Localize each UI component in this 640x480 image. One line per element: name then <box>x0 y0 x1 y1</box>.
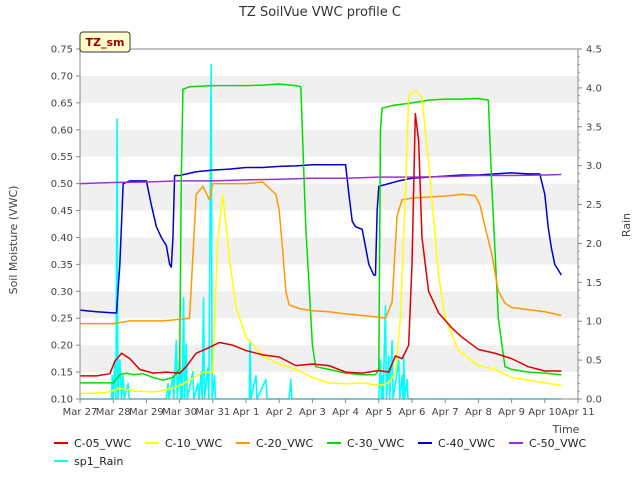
x-tick-label: Mar 29 <box>129 407 164 418</box>
y-tick-label: 0.50 <box>51 179 73 190</box>
series-line-c-05-vwc <box>80 112 562 377</box>
y2-tick-label: 1.5 <box>586 278 602 289</box>
chart-title: TZ SoilVue VWC profile C <box>238 5 401 20</box>
grid-band <box>80 75 578 103</box>
x-tick-label: Apr 6 <box>399 407 426 418</box>
y-axis-right: 0.0 0.5 1.0 1.5 2.0 2.5 3.0 3.5 4.0 4.5 <box>578 45 602 406</box>
y2-axis-label: Rain <box>620 213 633 237</box>
legend-label: C-50_VWC <box>529 437 587 450</box>
y-axis-left: 0.10 0.15 0.20 0.25 0.30 0.35 0.40 0.45 0.50 0.55… <box>51 45 80 406</box>
y2-tick-label: 4.5 <box>586 45 602 56</box>
series-line-c-40-vwc <box>79 164 563 314</box>
y-tick-label: 0.10 <box>51 395 73 406</box>
x-tick-label: Mar 28 <box>96 407 131 418</box>
y2-tick-label: 3.0 <box>586 161 602 172</box>
series-line-c-20-vwc <box>80 181 562 325</box>
y-tick-label: 0.30 <box>51 287 73 298</box>
x-tick-label: Apr 8 <box>465 407 492 418</box>
x-tick-label: Mar 31 <box>195 407 230 418</box>
x-tick-label: Apr 4 <box>332 407 359 418</box>
x-axis-label: Time <box>552 423 580 436</box>
grid-band <box>80 345 578 373</box>
y-tick-label: 0.25 <box>51 314 73 325</box>
legend-label: sp1_Rain <box>74 455 123 468</box>
grid-band <box>80 372 578 399</box>
y-tick-label: 0.55 <box>51 152 73 163</box>
grid-band <box>80 102 578 130</box>
grid-band <box>80 129 578 157</box>
x-tick-label: Mar 27 <box>63 407 98 418</box>
legend-label: C-40_VWC <box>438 437 496 450</box>
site-badge-label: TZ_sm <box>86 36 125 49</box>
legend-label: C-20_VWC <box>256 437 314 450</box>
x-tick-label: Apr 9 <box>498 407 525 418</box>
x-tick-label: Apr 5 <box>365 407 392 418</box>
y-tick-label: 0.65 <box>51 98 73 109</box>
grid-band <box>80 183 578 211</box>
site-badge: TZ_sm <box>79 31 131 53</box>
y-tick-label: 0.60 <box>51 125 73 136</box>
series-line-c-30-vwc <box>80 83 562 384</box>
x-tick-label: Apr 10 <box>528 407 561 418</box>
legend-label: C-30_VWC <box>347 437 405 450</box>
y-tick-label: 0.45 <box>51 206 73 217</box>
x-tick-label: Mar 30 <box>162 407 197 418</box>
series-layer <box>79 63 563 400</box>
y-tick-label: 0.70 <box>51 71 73 82</box>
grid-band <box>80 318 578 346</box>
y2-tick-label: 0.0 <box>586 395 602 406</box>
y2-tick-label: 2.5 <box>586 200 602 211</box>
y2-tick-label: 0.5 <box>586 356 602 367</box>
grid-band <box>80 237 578 265</box>
x-tick-label: Apr 1 <box>233 407 260 418</box>
x-tick-label: Apr 2 <box>266 407 293 418</box>
grid-band <box>80 264 578 292</box>
x-tick-label: Apr 11 <box>561 407 594 418</box>
y-axis-label: Soil Moisture (VWC) <box>7 186 20 295</box>
series-line-c-10-vwc <box>79 90 562 395</box>
plot-frame <box>79 48 579 400</box>
y-tick-label: 0.40 <box>51 233 73 244</box>
grid-bands <box>80 49 578 399</box>
series-line-c-50-vwc <box>79 173 562 185</box>
y-tick-label: 0.75 <box>51 45 73 56</box>
y-tick-label: 0.15 <box>51 368 73 379</box>
grid-band <box>80 210 578 238</box>
y-tick-label: 0.35 <box>51 260 73 271</box>
y2-tick-label: 4.0 <box>586 83 602 94</box>
grid-band <box>80 49 578 76</box>
legend: C-05_VWC C-10_VWC C-20_VWC C-30_VWC C-40_VWC… <box>54 437 587 468</box>
legend-label: C-10_VWC <box>165 437 223 450</box>
x-tick-label: Apr 3 <box>299 407 326 418</box>
grid-band <box>80 291 578 319</box>
y2-tick-label: 3.5 <box>586 122 602 133</box>
y2-tick-label: 2.0 <box>586 239 602 250</box>
y2-tick-label: 1.0 <box>586 317 602 328</box>
grid-band <box>80 156 578 184</box>
y-tick-label: 0.20 <box>51 341 73 352</box>
x-tick-label: Apr 7 <box>432 407 459 418</box>
legend-label: C-05_VWC <box>74 437 132 450</box>
